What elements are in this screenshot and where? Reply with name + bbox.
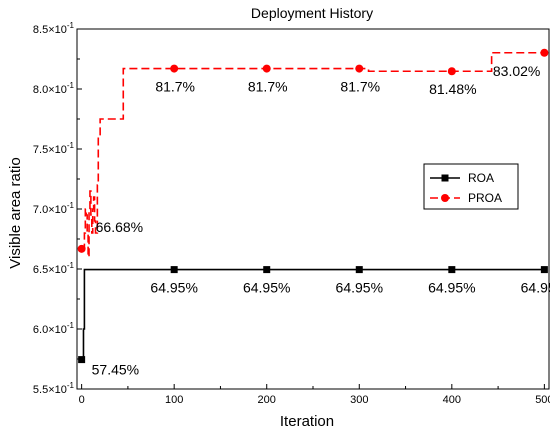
- proa-data-label: 81.48%: [429, 81, 476, 97]
- roa-legend-label: ROA: [468, 171, 494, 185]
- series-layer: [77, 48, 549, 364]
- proa-legend-label: PROA: [468, 191, 502, 205]
- x-tick-label: 400: [443, 394, 461, 406]
- y-tick-label: 7.0×10-1: [33, 201, 75, 216]
- y-tick-label: 5.5×10-1: [33, 381, 75, 396]
- proa-point: [262, 64, 271, 73]
- roa-point: [355, 266, 363, 274]
- roa-data-label: 57.45%: [92, 362, 139, 378]
- roa-point: [263, 266, 271, 274]
- proa-point: [540, 48, 549, 57]
- roa-point: [78, 356, 86, 364]
- roa-data-label: 64.95%: [428, 280, 475, 296]
- proa-data-label: 81.7%: [248, 79, 288, 95]
- legend: ROA PROA: [423, 163, 519, 210]
- proa-data-label: 66.68%: [96, 219, 143, 235]
- axis-ticks: 0 100 200 300 400 500 5.5×10-1 6.0×10-1 6.5×10-1…: [33, 21, 550, 406]
- x-tick-label: 300: [350, 394, 368, 406]
- proa-series-line: [81, 51, 545, 258]
- chart-title: Deployment History: [251, 5, 373, 21]
- roa-legend-marker: [441, 174, 449, 182]
- y-tick-label: 6.5×10-1: [33, 261, 75, 276]
- roa-data-label: 64.95%: [521, 280, 550, 296]
- proa-point: [77, 244, 86, 253]
- y-tick-label: 7.5×10-1: [33, 141, 75, 156]
- roa-data-label: 64.95%: [150, 280, 197, 296]
- y-tick-label: 8.0×10-1: [33, 81, 75, 96]
- roa-data-label: 64.95%: [336, 280, 383, 296]
- roa-point: [170, 266, 178, 274]
- x-tick-label: 200: [258, 394, 276, 406]
- x-tick-label: 0: [79, 394, 85, 406]
- proa-point: [170, 64, 179, 73]
- y-axis-title: Visible area ratio: [7, 157, 24, 268]
- roa-data-label: 64.95%: [243, 280, 290, 296]
- x-axis-title: Iteration: [280, 413, 334, 430]
- proa-data-label: 81.7%: [340, 79, 380, 95]
- proa-data-label: 83.02%: [493, 63, 540, 79]
- x-tick-label: 100: [165, 394, 183, 406]
- proa-data-label: 81.7%: [155, 79, 195, 95]
- legend-box: [423, 163, 519, 210]
- proa-point: [447, 67, 456, 76]
- x-tick-label: 500: [535, 394, 550, 406]
- roa-point: [540, 266, 548, 274]
- y-tick-label: 8.5×10-1: [33, 21, 75, 36]
- roa-point: [448, 266, 456, 274]
- proa-point: [355, 64, 364, 73]
- data-labels: 57.45% 64.95% 64.95% 64.95% 64.95% 64.95% 66.6…: [92, 63, 550, 378]
- y-tick-label: 6.0×10-1: [33, 321, 75, 336]
- proa-legend-marker: [441, 194, 449, 202]
